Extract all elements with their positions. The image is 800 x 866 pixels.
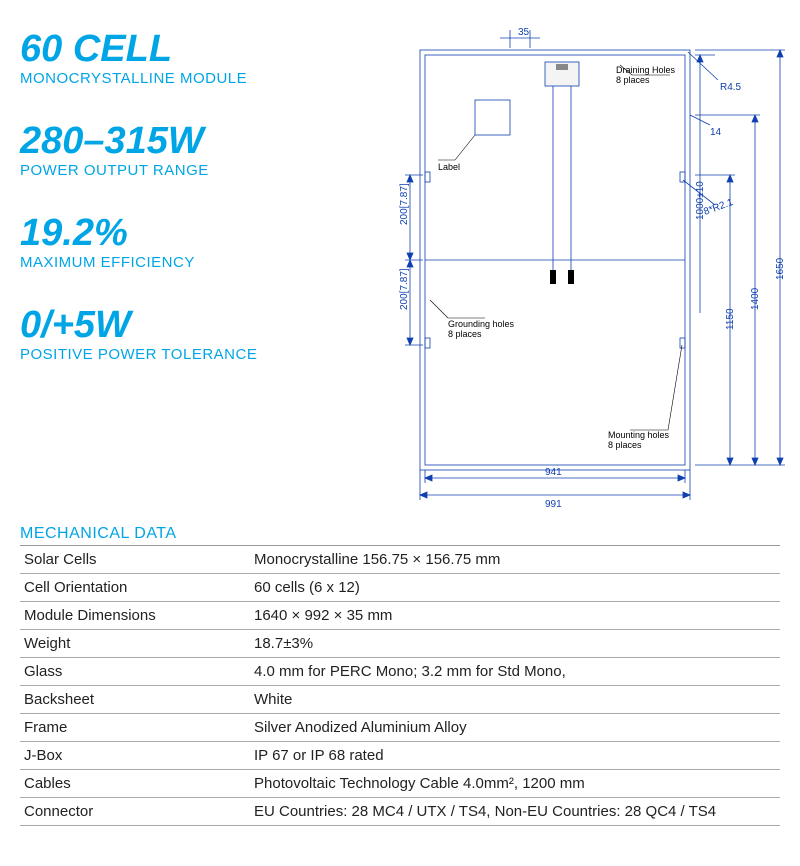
spec-name: J-Box xyxy=(20,742,250,770)
dim-200a: 200[7.87] xyxy=(399,183,410,225)
dim-200b: 200[7.87] xyxy=(399,268,410,310)
dim-941: 941 xyxy=(545,467,562,478)
table-row: Cell Orientation60 cells (6 x 12) xyxy=(20,574,780,602)
table-row: CablesPhotovoltaic Technology Cable 4.0m… xyxy=(20,770,780,798)
spec-value: Photovoltaic Technology Cable 4.0mm², 12… xyxy=(250,770,780,798)
table-row: BacksheetWhite xyxy=(20,686,780,714)
spec-headline: 0/+5W xyxy=(20,306,370,344)
dim-r45: R4.5 xyxy=(720,82,742,93)
spec-headline: 19.2% xyxy=(20,214,370,252)
table-row: Glass4.0 mm for PERC Mono; 3.2 mm for St… xyxy=(20,658,780,686)
spec-name: Solar Cells xyxy=(20,546,250,574)
callout-grounding: Grounding holes8 places xyxy=(448,319,515,339)
spec-value: Monocrystalline 156.75 × 156.75 mm xyxy=(250,546,780,574)
dim-1650: 1650 xyxy=(775,257,786,280)
callout-mounting: Mounting holes8 places xyxy=(608,430,670,450)
spec-power: 280–315W POWER OUTPUT RANGE xyxy=(20,122,370,179)
mechanical-heading: MECHANICAL DATA xyxy=(20,525,780,546)
dim-35: 35 xyxy=(518,27,530,38)
spec-name: Weight xyxy=(20,630,250,658)
spec-cells: 60 CELL MONOCRYSTALLINE MODULE xyxy=(20,30,370,87)
table-row: FrameSilver Anodized Aluminium Alloy xyxy=(20,714,780,742)
spec-value: IP 67 or IP 68 rated xyxy=(250,742,780,770)
key-specs: 60 CELL MONOCRYSTALLINE MODULE 280–315W … xyxy=(20,20,370,510)
spec-name: Backsheet xyxy=(20,686,250,714)
spec-efficiency: 19.2% MAXIMUM EFFICIENCY xyxy=(20,214,370,271)
table-row: Solar CellsMonocrystalline 156.75 × 156.… xyxy=(20,546,780,574)
dim-1150: 1150 xyxy=(725,308,736,330)
spec-name: Cables xyxy=(20,770,250,798)
spec-name: Connector xyxy=(20,798,250,826)
spec-name: Module Dimensions xyxy=(20,602,250,630)
table-row: Weight18.7±3% xyxy=(20,630,780,658)
spec-headline: 280–315W xyxy=(20,122,370,160)
spec-name: Glass xyxy=(20,658,250,686)
spec-value: 60 cells (6 x 12) xyxy=(250,574,780,602)
spec-value: 4.0 mm for PERC Mono; 3.2 mm for Std Mon… xyxy=(250,658,780,686)
dim-991: 991 xyxy=(545,499,562,510)
callout-label: Label xyxy=(438,162,460,172)
spec-value: 1640 × 992 × 35 mm xyxy=(250,602,780,630)
spec-sub: POSITIVE POWER TOLERANCE xyxy=(20,346,370,363)
table-row: J-BoxIP 67 or IP 68 rated xyxy=(20,742,780,770)
spec-sub: MONOCRYSTALLINE MODULE xyxy=(20,70,370,87)
spec-value: EU Countries: 28 MC4 / UTX / TS4, Non-EU… xyxy=(250,798,780,826)
module-diagram: 35 941 991 1000±10 1150 1400 1650 R4.5 1… xyxy=(370,20,790,510)
table-row: ConnectorEU Countries: 28 MC4 / UTX / TS… xyxy=(20,798,780,826)
spec-name: Cell Orientation xyxy=(20,574,250,602)
spec-value: 18.7±3% xyxy=(250,630,780,658)
table-row: Module Dimensions1640 × 992 × 35 mm xyxy=(20,602,780,630)
spec-value: Silver Anodized Aluminium Alloy xyxy=(250,714,780,742)
spec-tolerance: 0/+5W POSITIVE POWER TOLERANCE xyxy=(20,306,370,363)
spec-headline: 60 CELL xyxy=(20,30,370,68)
spec-value: White xyxy=(250,686,780,714)
dim-1400: 1400 xyxy=(750,287,761,310)
spec-sub: POWER OUTPUT RANGE xyxy=(20,162,370,179)
spec-sub: MAXIMUM EFFICIENCY xyxy=(20,254,370,271)
mechanical-data-section: MECHANICAL DATA Solar CellsMonocrystalli… xyxy=(0,520,800,826)
mechanical-table: Solar CellsMonocrystalline 156.75 × 156.… xyxy=(20,546,780,826)
spec-name: Frame xyxy=(20,714,250,742)
dim-14: 14 xyxy=(710,127,722,138)
